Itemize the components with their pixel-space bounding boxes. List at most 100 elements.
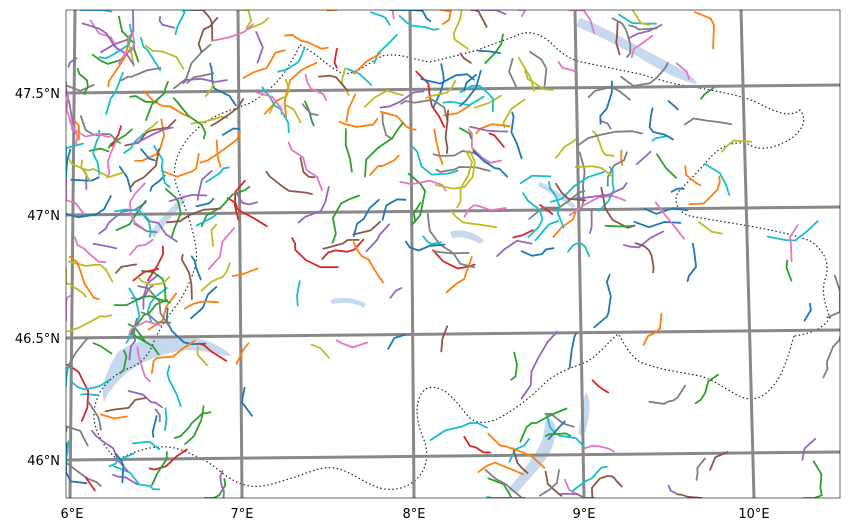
track-segment — [203, 478, 227, 498]
track-segment — [484, 468, 526, 498]
track-segment — [136, 346, 151, 383]
track-segment — [651, 135, 668, 142]
track-segment — [704, 162, 731, 196]
track-segment — [215, 139, 222, 168]
track-segment — [591, 379, 610, 394]
lake-thun — [330, 297, 366, 308]
track-segment — [363, 89, 404, 108]
track-segment — [142, 274, 160, 310]
track-segment — [174, 10, 194, 36]
track-segment — [571, 465, 608, 493]
track-segment — [379, 110, 417, 131]
track-segment — [304, 100, 315, 127]
lake-maggiore — [508, 418, 556, 494]
track-segment — [80, 393, 100, 397]
track-segment — [277, 47, 306, 73]
track-segment — [172, 43, 212, 90]
track-segment — [207, 227, 236, 270]
track-segment — [695, 457, 706, 481]
track-segment — [452, 10, 469, 50]
track-segment — [480, 10, 507, 16]
track-segment — [548, 180, 565, 229]
track-segment — [304, 74, 328, 101]
track-segment — [158, 15, 176, 29]
track-segment — [200, 262, 231, 292]
track-segment — [477, 49, 501, 54]
track-segment — [81, 22, 135, 66]
track-segment — [487, 432, 546, 469]
track-segment — [445, 256, 473, 294]
track-segment — [472, 149, 509, 178]
track-segment — [200, 185, 251, 228]
track-segment — [204, 81, 216, 97]
track-segment — [630, 35, 654, 59]
track-segment — [129, 148, 161, 189]
track-segment — [390, 10, 395, 20]
track-segment — [611, 17, 632, 58]
track-segment — [826, 274, 840, 319]
track-segment — [484, 33, 504, 64]
track-segment — [114, 208, 152, 238]
track-segment — [369, 154, 400, 176]
track-segment — [127, 390, 164, 409]
track-segment — [593, 273, 612, 329]
track-segment — [333, 47, 338, 69]
track-segment — [822, 335, 840, 379]
parallel-46 — [66, 450, 840, 462]
track-segment — [656, 153, 678, 179]
track-segment — [517, 10, 527, 18]
track-segment — [140, 37, 162, 72]
track-segment — [463, 73, 477, 92]
track-segment — [435, 166, 491, 173]
track-segment — [145, 80, 169, 121]
track-segment — [425, 80, 457, 99]
track-segment — [488, 132, 505, 148]
track-segment — [173, 411, 212, 439]
track-segment — [95, 132, 122, 144]
track-segment — [137, 275, 171, 286]
track-segment — [654, 201, 685, 240]
track-segment — [66, 461, 102, 487]
longitude-labels: 6°E 7°E 8°E 9°E 10°E — [61, 507, 770, 522]
track-segment — [667, 100, 679, 111]
track-segment — [684, 165, 702, 187]
track-segment — [642, 312, 663, 346]
track-segment — [547, 420, 566, 441]
track-segment — [66, 337, 89, 370]
track-segment — [73, 119, 80, 141]
track-segment — [322, 238, 360, 250]
track-segment — [422, 235, 443, 245]
track-segment — [508, 437, 531, 463]
track-segment — [801, 437, 817, 461]
track-segment — [150, 339, 196, 375]
track-segment — [560, 492, 596, 498]
track-segment — [241, 386, 254, 417]
track-segment — [400, 98, 449, 123]
track-segment — [98, 23, 133, 60]
track-segment — [404, 240, 446, 252]
track-segment — [140, 148, 156, 162]
track-segment — [574, 165, 613, 177]
lon-label-9: 9°E — [573, 507, 596, 522]
track-segment — [648, 107, 674, 141]
lon-label-10: 10°E — [738, 507, 769, 522]
track-segment — [694, 11, 715, 50]
track-segment — [205, 166, 230, 183]
track-segment — [115, 453, 125, 484]
track-segment — [352, 241, 385, 284]
track-segment — [528, 189, 586, 220]
track-segment — [365, 223, 391, 253]
track-segment — [420, 73, 476, 85]
track-segment — [398, 14, 440, 31]
meridian-10 — [739, 10, 756, 498]
track-segment — [440, 325, 449, 353]
track-segment — [183, 300, 219, 310]
track-segment — [766, 220, 819, 242]
track-segment — [670, 187, 685, 193]
track-segment — [184, 405, 205, 445]
track-segment — [68, 119, 111, 139]
track-segment — [107, 128, 133, 149]
track-segment — [618, 13, 657, 25]
meridian-8 — [408, 10, 416, 498]
track-segment — [98, 201, 147, 235]
